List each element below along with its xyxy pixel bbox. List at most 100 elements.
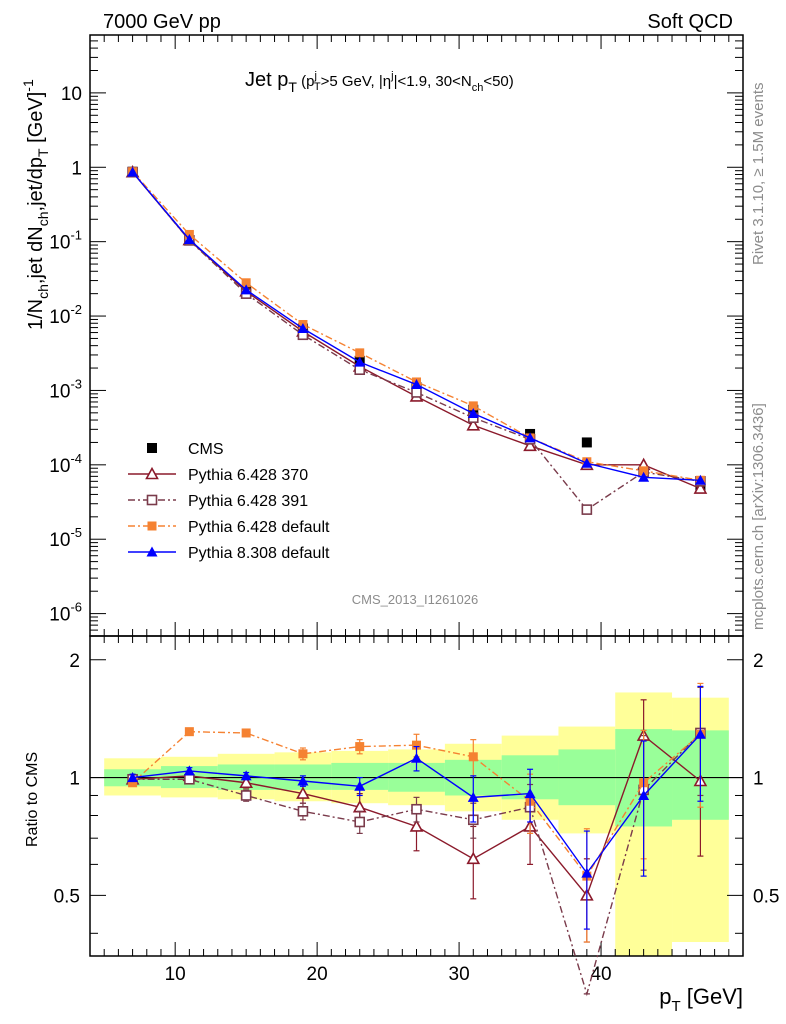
data-point (638, 789, 650, 800)
y-tick-label-main: 10-1 (49, 228, 82, 254)
y-tick-label-ratio-right: 2 (753, 651, 764, 672)
y-tick-label-main: 10 (61, 84, 82, 105)
data-point (298, 749, 308, 759)
data-point (524, 788, 536, 799)
data-point (581, 437, 592, 448)
data-point (694, 474, 706, 485)
data-point (355, 742, 365, 752)
data-point (412, 740, 421, 750)
legend-item: CMS (147, 441, 224, 458)
data-point (297, 323, 309, 334)
x-axis-label: pT [GeV] (659, 984, 743, 1015)
legend-item: Pythia 6.428 370 (128, 466, 308, 484)
y-tick-label-main: 1 (71, 158, 82, 179)
series-ratio-3 (127, 685, 706, 930)
ratio-y-axis-label: Ratio to CMS (24, 752, 41, 847)
legend-marker (147, 521, 157, 531)
y-tick-label-ratio-right: 1 (753, 769, 764, 790)
series-main-3 (128, 167, 705, 485)
data-point (468, 752, 478, 762)
data-point (184, 773, 195, 785)
legend-marker (145, 466, 159, 480)
ratio-panel-frame: 0.5 0.5 1 1 2 2 10 20 30 40 (54, 635, 779, 985)
y-tick-label-main: 10-3 (49, 376, 82, 402)
data-point (468, 401, 478, 411)
y-tick-label-main: 10-2 (49, 302, 82, 328)
legend-item: Pythia 6.428 default (128, 519, 330, 536)
data-point (296, 786, 310, 799)
legend-item: Pythia 8.308 default (128, 545, 330, 562)
y-tick-label-main: 10-6 (49, 600, 82, 626)
y-tick-label-ratio-right: 0.5 (753, 886, 779, 907)
side-label-rivet: Rivet 3.1.10, ≥ 1.5M events (750, 83, 767, 266)
legend-label: CMS (188, 441, 224, 458)
data-point (354, 356, 366, 367)
legend-item: Pythia 6.428 391 (128, 493, 308, 510)
main-panel-frame: 10-6 10-5 10-4 10-3 10-2 10-1 1 10 (49, 34, 744, 637)
data-point (241, 728, 251, 738)
legend-marker (147, 443, 157, 453)
data-point (241, 278, 251, 288)
data-point (240, 790, 252, 801)
data-point (297, 775, 309, 786)
data-point (240, 284, 252, 295)
legend: CMS Pythia 6.428 370 Pythia 6.428 391 Pythi… (128, 441, 330, 562)
x-tick-label: 40 (590, 964, 611, 985)
series-line (132, 171, 701, 511)
analysis-id: CMS_2013_I1261026 (352, 592, 479, 607)
x-tick-label: 20 (307, 964, 328, 985)
data-point (411, 387, 422, 398)
data-point (240, 770, 252, 781)
data-point (184, 727, 194, 737)
data-point (638, 471, 650, 482)
header-left: 7000 GeV pp (103, 11, 221, 33)
data-point (467, 791, 479, 802)
legend-label: Pythia 8.308 default (188, 545, 330, 562)
data-point (639, 466, 649, 476)
main-y-axis-label: 1/Nch,jet dNch,jet/dpT [GeV]-1 (20, 79, 51, 330)
legend-label: Pythia 6.428 370 (188, 467, 308, 484)
data-point (409, 819, 424, 832)
data-point (524, 432, 536, 443)
data-point (355, 348, 365, 358)
header-right: Soft QCD (647, 11, 733, 33)
main-title: Jet pT (pj T>5 GeV, |ηj|<1.9, 30<Nch<50) (245, 69, 514, 95)
data-point (127, 166, 139, 177)
y-tick-label-ratio-left: 2 (69, 651, 80, 672)
y-tick-label-ratio-left: 1 (69, 769, 80, 790)
main-panel-marks (125, 164, 708, 515)
ratio-panel-marks (125, 682, 708, 997)
y-tick-label-ratio-left: 0.5 (54, 886, 80, 907)
data-point (239, 775, 254, 789)
legend-label: Pythia 6.428 default (188, 519, 330, 536)
data-point (581, 457, 593, 468)
data-point (128, 778, 138, 788)
side-label-mcplots: mcplots.cern.ch [arXiv:1306.3436] (750, 403, 767, 630)
data-point (466, 418, 481, 431)
data-point (354, 816, 366, 828)
series-main-2 (127, 166, 706, 515)
data-point (411, 379, 422, 390)
data-point (466, 851, 481, 865)
data-point (467, 407, 479, 418)
data-point (411, 803, 422, 815)
data-point (581, 504, 593, 515)
legend-marker (146, 494, 158, 506)
data-point (694, 728, 706, 739)
data-point (581, 867, 593, 878)
x-tick-label: 10 (165, 964, 186, 985)
x-tick-label: 30 (449, 964, 470, 985)
data-point (523, 438, 537, 452)
series-main-4 (127, 166, 706, 485)
y-tick-label-main: 10-5 (49, 525, 82, 551)
data-point (297, 805, 309, 817)
series-line (132, 171, 701, 481)
data-point (127, 772, 139, 783)
y-tick-label-main: 10-4 (49, 451, 82, 477)
data-point (693, 481, 708, 494)
data-point (411, 752, 422, 763)
data-point (183, 233, 195, 244)
data-point (354, 780, 366, 791)
series-line (132, 171, 701, 481)
